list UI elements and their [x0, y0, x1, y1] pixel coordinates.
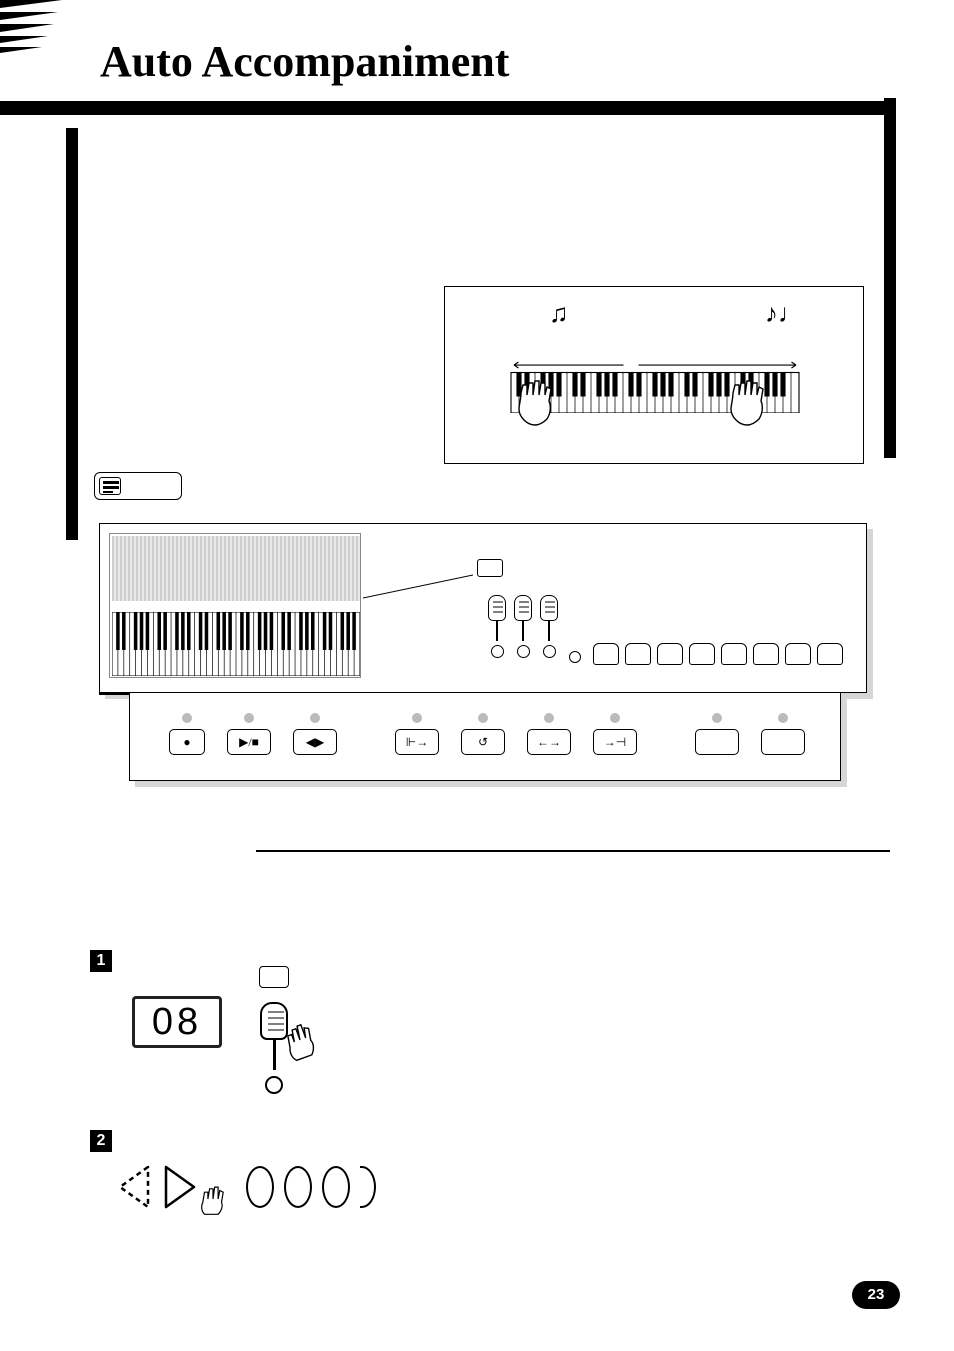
panel-slider	[513, 595, 533, 658]
triangle-decoration-icon	[0, 0, 90, 62]
panel-slider	[487, 595, 507, 658]
small-dot	[569, 651, 581, 663]
title-underline	[0, 101, 890, 115]
note-callout-tile	[94, 472, 182, 500]
small-display-icon	[477, 559, 503, 577]
step-2-marker: 2	[90, 1130, 112, 1152]
panel-small-button	[721, 643, 747, 665]
panel-small-button	[785, 643, 811, 665]
number-button-icon	[246, 1166, 274, 1208]
left-hand-icon	[507, 379, 563, 427]
panel-small-button	[625, 643, 651, 665]
number-button-icon	[284, 1166, 312, 1208]
step-1-marker: 1	[90, 950, 112, 972]
panel-small-button	[657, 643, 683, 665]
transport-button: ●	[169, 713, 205, 755]
section-divider	[256, 850, 890, 852]
transport-button: ↺	[461, 713, 505, 755]
eighth-note-icon: ♪♩	[765, 299, 804, 329]
keyboard-photo: (function(){var svg=document.currentScri…	[109, 533, 361, 678]
transport-button: ⊩→	[395, 713, 439, 755]
panel-small-button	[689, 643, 715, 665]
transport-button: ←→	[527, 713, 571, 755]
page-title: Auto Accompaniment	[0, 12, 954, 97]
panel-small-button	[593, 643, 619, 665]
number-button-edge-icon	[360, 1166, 376, 1208]
right-hand-icon	[719, 379, 775, 427]
callout-line-icon	[363, 573, 473, 603]
lcd-display: 08	[132, 996, 222, 1048]
panel-slider	[539, 595, 559, 658]
right-arrow-button-icon	[162, 1163, 200, 1211]
transport-button	[761, 713, 805, 755]
vertical-bar-right	[884, 98, 896, 458]
transport-button: →⊣	[593, 713, 637, 755]
lcd-value: 08	[152, 1001, 202, 1044]
panel-small-button	[753, 643, 779, 665]
pointing-hand-icon	[196, 1182, 230, 1216]
left-arrow-button-icon	[114, 1163, 152, 1211]
panel-small-button	[817, 643, 843, 665]
transport-button	[695, 713, 739, 755]
transport-button: ▶/■	[227, 713, 271, 755]
cursor-buttons-row	[114, 1158, 376, 1216]
control-panel-illustration: (function(){var svg=document.currentScri…	[99, 523, 867, 791]
number-button-icon	[322, 1166, 350, 1208]
transport-button: ◀▶	[293, 713, 337, 755]
beamed-notes-icon: ♫	[549, 299, 569, 329]
keyboard-split-illustration: ♫ ♪♩ (function(){ var svg = document.cur…	[444, 286, 864, 464]
vertical-bar-left	[66, 128, 78, 540]
page-number: 23	[852, 1281, 900, 1309]
